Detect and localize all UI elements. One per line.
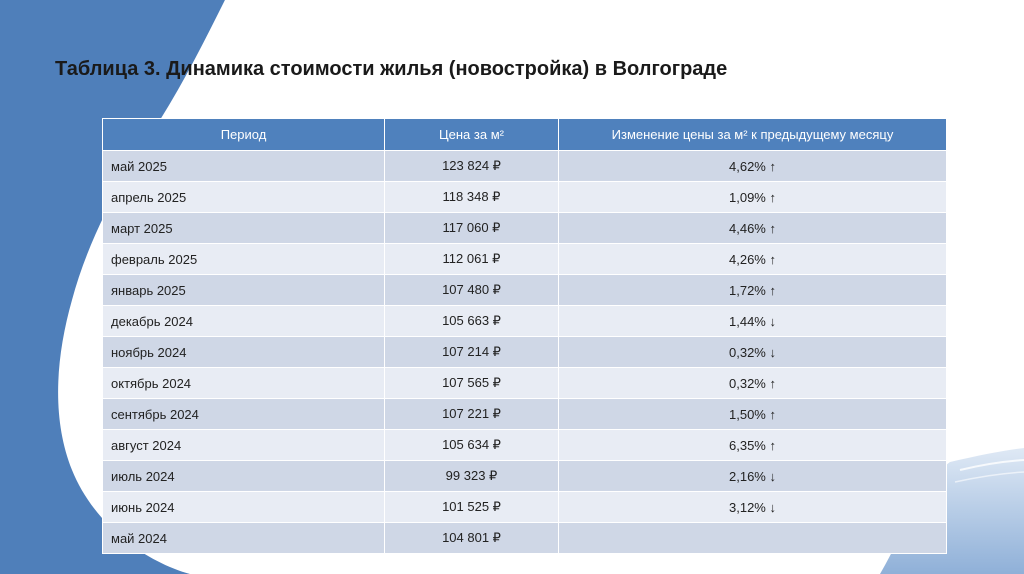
cell-change: 0,32% ↓ xyxy=(558,336,947,368)
table-row: январь 2025 107 480 ₽1,72% ↑ xyxy=(102,274,947,306)
cell-period: февраль 2025 xyxy=(102,243,385,275)
cell-change: 1,09% ↑ xyxy=(558,181,947,213)
cell-change: 4,46% ↑ xyxy=(558,212,947,244)
header-period: Период xyxy=(102,118,385,151)
cell-period: июль 2024 xyxy=(102,460,385,492)
cell-change: 6,35% ↑ xyxy=(558,429,947,461)
cell-price: 107 480 ₽ xyxy=(384,274,559,306)
cell-change: 0,32% ↑ xyxy=(558,367,947,399)
table-row: август 2024 105 634 ₽6,35% ↑ xyxy=(102,429,947,461)
cell-price: 123 824 ₽ xyxy=(384,150,559,182)
cell-price: 105 663 ₽ xyxy=(384,305,559,337)
cell-change: 2,16% ↓ xyxy=(558,460,947,492)
cell-period: июнь 2024 xyxy=(102,491,385,523)
table-header-row: Период Цена за м² Изменение цены за м² к… xyxy=(102,118,947,151)
cell-price: 118 348 ₽ xyxy=(384,181,559,213)
table-row: ноябрь 2024 107 214 ₽0,32% ↓ xyxy=(102,336,947,368)
cell-period: май 2024 xyxy=(102,522,385,554)
cell-change: 4,62% ↑ xyxy=(558,150,947,182)
cell-change: 4,26% ↑ xyxy=(558,243,947,275)
cell-price: 101 525 ₽ xyxy=(384,491,559,523)
table-row: июль 2024 99 323 ₽2,16% ↓ xyxy=(102,460,947,492)
cell-change: 1,50% ↑ xyxy=(558,398,947,430)
cell-period: декабрь 2024 xyxy=(102,305,385,337)
cell-price: 107 565 ₽ xyxy=(384,367,559,399)
cell-change xyxy=(558,522,947,554)
cell-period: ноябрь 2024 xyxy=(102,336,385,368)
cell-change: 1,72% ↑ xyxy=(558,274,947,306)
cell-period: октябрь 2024 xyxy=(102,367,385,399)
cell-change: 3,12% ↓ xyxy=(558,491,947,523)
table-row: декабрь 2024 105 663 ₽1,44% ↓ xyxy=(102,305,947,337)
table-row: май 2025 123 824 ₽4,62% ↑ xyxy=(102,150,947,182)
table-row: июнь 2024 101 525 ₽3,12% ↓ xyxy=(102,491,947,523)
cell-price: 105 634 ₽ xyxy=(384,429,559,461)
table-row: май 2024 104 801 ₽ xyxy=(102,522,947,554)
table-row: март 2025 117 060 ₽4,46% ↑ xyxy=(102,212,947,244)
header-price: Цена за м² xyxy=(384,118,559,151)
cell-price: 107 221 ₽ xyxy=(384,398,559,430)
table-row: февраль 2025 112 061 ₽4,26% ↑ xyxy=(102,243,947,275)
price-table: Период Цена за м² Изменение цены за м² к… xyxy=(102,118,947,554)
cell-price: 112 061 ₽ xyxy=(384,243,559,275)
slide-title: Таблица 3. Динамика стоимости жилья (нов… xyxy=(55,58,728,80)
cell-period: май 2025 xyxy=(102,150,385,182)
cell-period: август 2024 xyxy=(102,429,385,461)
cell-period: январь 2025 xyxy=(102,274,385,306)
cell-price: 99 323 ₽ xyxy=(384,460,559,492)
cell-period: апрель 2025 xyxy=(102,181,385,213)
cell-period: март 2025 xyxy=(102,212,385,244)
cell-change: 1,44% ↓ xyxy=(558,305,947,337)
cell-price: 107 214 ₽ xyxy=(384,336,559,368)
table-row: октябрь 2024 107 565 ₽0,32% ↑ xyxy=(102,367,947,399)
cell-price: 117 060 ₽ xyxy=(384,212,559,244)
table-row: апрель 2025 118 348 ₽1,09% ↑ xyxy=(102,181,947,213)
header-change: Изменение цены за м² к предыдущему месяц… xyxy=(558,118,947,151)
cell-price: 104 801 ₽ xyxy=(384,522,559,554)
cell-period: сентябрь 2024 xyxy=(102,398,385,430)
table-row: сентябрь 2024 107 221 ₽1,50% ↑ xyxy=(102,398,947,430)
